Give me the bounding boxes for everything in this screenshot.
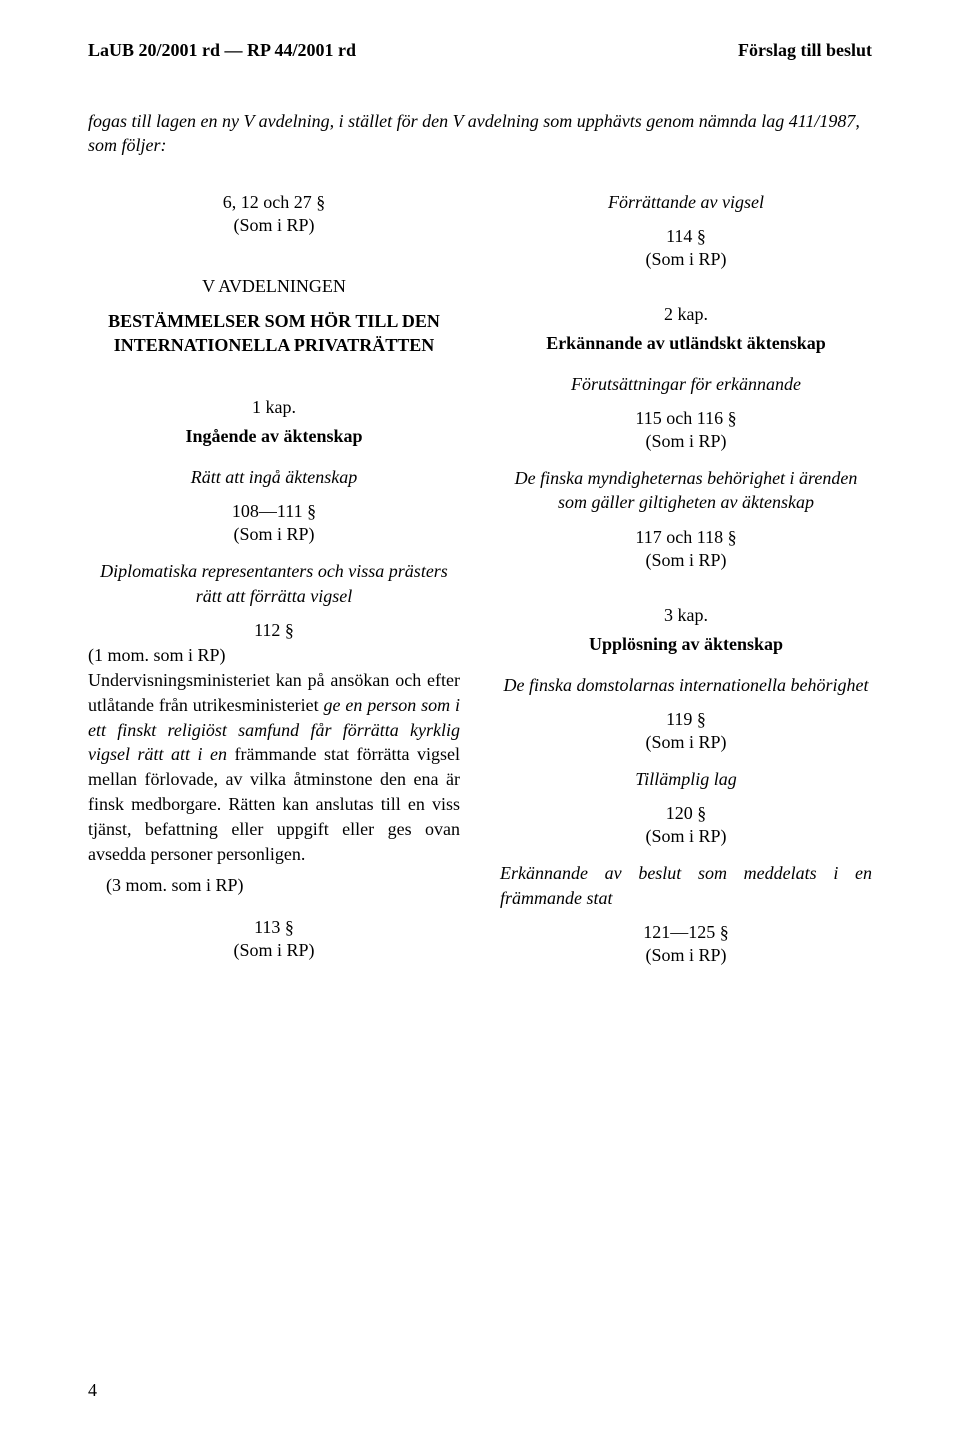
section-115-116: 115 och 116 § [500, 408, 872, 429]
section-121-125: 121—125 § [500, 922, 872, 943]
page-container: LaUB 20/2001 rd — RP 44/2001 rd Förslag … [0, 0, 960, 1429]
authorities-heading: De finska myndigheternas behörighet i är… [500, 466, 872, 515]
header-left: LaUB 20/2001 rd — RP 44/2001 rd [88, 40, 356, 61]
som-i-rp-r1: (Som i RP) [500, 249, 872, 270]
courts-heading: De finska domstolarnas internationella b… [500, 673, 872, 697]
intro-rest: till lagen en ny V avdelning, i stället … [88, 111, 860, 155]
document-header: LaUB 20/2001 rd — RP 44/2001 rd Förslag … [88, 40, 872, 61]
som-i-rp-1: (Som i RP) [88, 215, 460, 236]
applicable-law-heading: Tillämplig lag [500, 767, 872, 791]
section-120: 120 § [500, 803, 872, 824]
prerequisites-heading: Förutsättningar för erkännande [500, 372, 872, 396]
chapter-3-label: 3 kap. [500, 605, 872, 626]
chapter-2-label: 2 kap. [500, 304, 872, 325]
intro-paragraph: fogas till lagen en ny V avdelning, i st… [88, 109, 872, 158]
som-i-rp-r3: (Som i RP) [500, 550, 872, 571]
diplomatic-heading: Diplomatiska representanters och vissa p… [88, 559, 460, 608]
right-to-marry-heading: Rätt att ingå äktenskap [88, 465, 460, 489]
division-heading: V AVDELNINGEN [88, 276, 460, 297]
chapter-3-title: Upplösning av äktenskap [500, 634, 872, 655]
chapter-2-title: Erkännande av utländskt äktenskap [500, 333, 872, 354]
section-113: 113 § [88, 917, 460, 938]
section-119: 119 § [500, 709, 872, 730]
recognition-decision-heading: Erkännande av beslut som meddelats i en … [500, 861, 872, 910]
section-108-111: 108—111 § [88, 501, 460, 522]
intro-italic-word: fogas [88, 111, 127, 131]
som-i-rp-r6: (Som i RP) [500, 945, 872, 966]
section-114: 114 § [500, 226, 872, 247]
right-column: Förrättande av vigsel 114 § (Som i RP) 2… [500, 186, 872, 980]
page-number: 4 [88, 1380, 97, 1401]
section-112: 112 § [88, 620, 460, 641]
som-i-rp-2: (Som i RP) [88, 524, 460, 545]
performing-marriage-heading: Förrättande av vigsel [500, 190, 872, 214]
section-6-12-27: 6, 12 och 27 § [88, 192, 460, 213]
som-i-rp-r5: (Som i RP) [500, 826, 872, 847]
chapter-1-title: Ingående av äktenskap [88, 426, 460, 447]
p112-mom3: (3 mom. som i RP) [88, 873, 460, 898]
chapter-1-label: 1 kap. [88, 397, 460, 418]
section-117-118: 117 och 118 § [500, 527, 872, 548]
som-i-rp-r4: (Som i RP) [500, 732, 872, 753]
som-i-rp-3: (Som i RP) [88, 940, 460, 961]
left-column: 6, 12 och 27 § (Som i RP) V AVDELNINGEN … [88, 186, 460, 980]
two-column-layout: 6, 12 och 27 § (Som i RP) V AVDELNINGEN … [88, 186, 872, 980]
p112-mom1: (1 mom. som i RP) [88, 645, 226, 665]
som-i-rp-r2: (Som i RP) [500, 431, 872, 452]
division-title: BESTÄMMELSER SOM HÖR TILL DEN INTERNATIO… [88, 309, 460, 358]
header-right: Förslag till beslut [738, 40, 872, 61]
section-112-body: (1 mom. som i RP) Undervisningsministeri… [88, 643, 460, 866]
